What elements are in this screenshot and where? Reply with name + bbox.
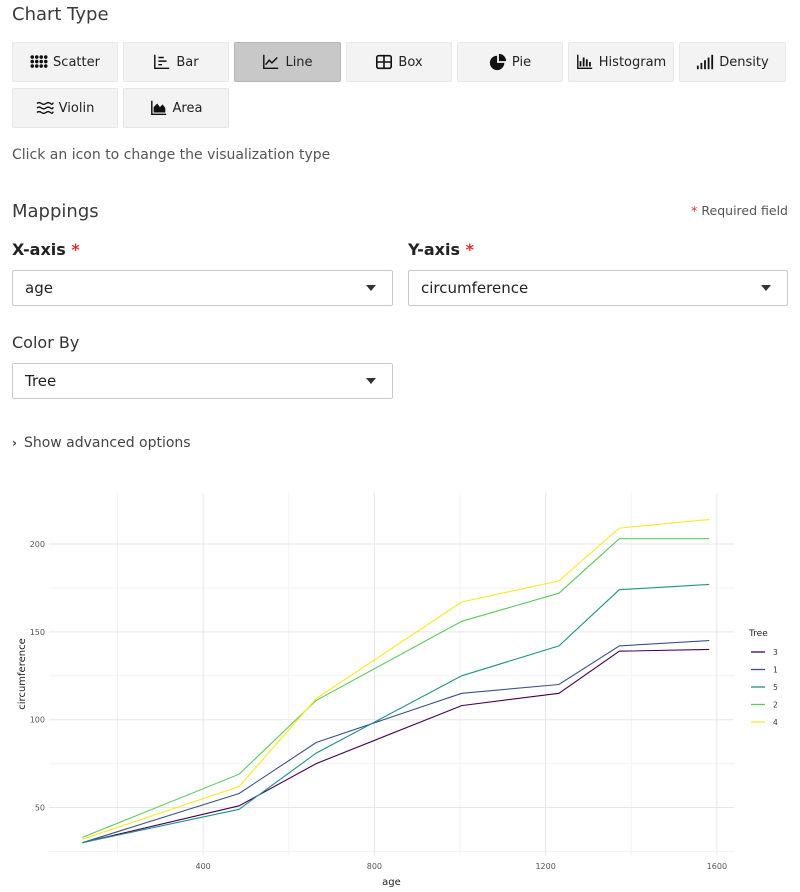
x-tick-label: 1600 [707, 862, 727, 871]
y-tick-label: 150 [30, 628, 45, 637]
chart-type-scatter-button[interactable]: Scatter [12, 42, 118, 82]
series-line-tree-3 [82, 648, 710, 844]
scatter-icon [30, 53, 48, 71]
chart-type-button-label: Histogram [598, 54, 667, 70]
series-line-tree-5 [82, 583, 710, 844]
x-axis-label-text: X-axis [12, 240, 66, 259]
chart-type-button-label: Scatter [53, 54, 100, 70]
chart-type-button-label: Line [285, 54, 313, 70]
show-advanced-options-toggle[interactable]: › Show advanced options [12, 435, 191, 451]
chart-type-button-label: Pie [511, 54, 532, 70]
pie-chart-icon [489, 53, 507, 71]
chart-type-area-button[interactable]: Area [123, 88, 229, 128]
series-line-tree-1 [82, 640, 710, 844]
y-axis-selected-value: circumference [421, 279, 529, 297]
histogram-icon [576, 53, 594, 71]
chart-type-histogram-button[interactable]: Histogram [568, 42, 674, 82]
legend-label-tree-1: 1 [773, 666, 778, 675]
color-by-selected-value: Tree [25, 372, 57, 390]
chart-type-button-label: Bar [176, 54, 199, 70]
y-axis-label-text: Y-axis [408, 240, 460, 259]
y-axis-caret-down-icon [761, 285, 771, 291]
legend-label-tree-5: 5 [773, 683, 778, 692]
legend-title: Tree [748, 629, 768, 639]
chart-type-line-button[interactable]: Line [234, 42, 341, 82]
x-axis-selected-value: age [25, 279, 53, 297]
chart-type-violin-button[interactable]: Violin [12, 88, 118, 128]
y-tick-label: 200 [30, 540, 45, 549]
chart-type-button-label: Violin [58, 100, 95, 116]
legend-label-tree-2: 2 [773, 701, 778, 710]
x-axis-required-star: * [71, 240, 80, 259]
chart-type-button-label: Area [172, 100, 203, 116]
bar-chart-icon [153, 53, 171, 71]
series-line-tree-4 [82, 518, 710, 840]
y-axis-title: circumference [17, 638, 28, 709]
chart-type-hint: Click an icon to change the visualizatio… [12, 147, 331, 163]
y-axis-required-star: * [465, 240, 474, 259]
x-tick-label: 800 [367, 862, 382, 871]
x-axis-caret-down-icon [366, 285, 376, 291]
color-by-label: Color By [12, 333, 80, 352]
legend-label-tree-4: 4 [773, 718, 778, 727]
violin-icon [36, 99, 54, 117]
y-axis-select[interactable]: circumference [408, 270, 788, 306]
line-chart: 400 800 1200 1600 50 100 150 200 age circumferenc… [17, 493, 778, 888]
x-axis-title: age [382, 877, 401, 888]
chart-type-button-label: Box [398, 54, 423, 70]
area-chart-icon [150, 99, 168, 117]
x-axis-label: X-axis * [12, 240, 80, 259]
series-line-tree-2 [82, 538, 710, 838]
legend-label-tree-3: 3 [773, 648, 778, 657]
y-tick-label: 100 [30, 716, 45, 725]
chart-type-box-button[interactable]: Box [346, 42, 452, 82]
required-field-note: * Required field [691, 203, 788, 218]
chevron-right-icon: › [12, 436, 17, 450]
x-tick-label: 1200 [535, 862, 555, 871]
required-note-label: Required field [701, 203, 788, 218]
required-star: * [691, 203, 698, 218]
line-chart-icon [262, 53, 280, 71]
x-tick-label: 400 [195, 862, 210, 871]
y-tick-label: 50 [35, 804, 45, 813]
y-axis-label: Y-axis * [408, 240, 474, 259]
chart-type-pie-button[interactable]: Pie [457, 42, 563, 82]
chart-type-bar-button[interactable]: Bar [123, 42, 229, 82]
chart-type-button-label: Density [719, 54, 769, 70]
density-icon [696, 53, 714, 71]
chart-type-density-button[interactable]: Density [679, 42, 786, 82]
mappings-heading: Mappings [12, 201, 99, 222]
chart-type-heading: Chart Type [12, 4, 109, 25]
box-plot-icon [375, 53, 393, 71]
color-by-select[interactable]: Tree [12, 363, 393, 399]
show-advanced-options-label: Show advanced options [23, 435, 191, 451]
x-axis-select[interactable]: age [12, 270, 393, 306]
color-by-caret-down-icon [366, 378, 376, 384]
